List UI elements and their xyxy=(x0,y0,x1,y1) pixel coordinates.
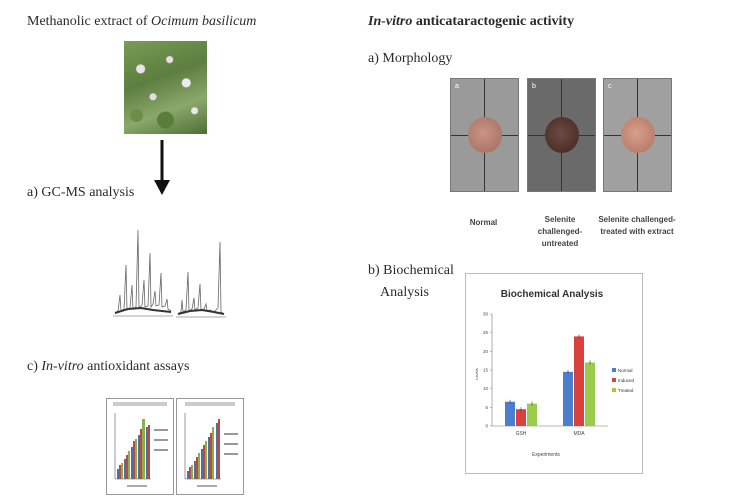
biochem-label-line1: b) Biochemical xyxy=(368,263,454,278)
lens-disc xyxy=(468,117,502,153)
chart-x-axis-label: Experiments xyxy=(532,452,560,458)
morphology-label: a) Morphology xyxy=(368,51,453,66)
biochemical-analysis-chart: Biochemical Analysis Levels Experiments … xyxy=(465,273,643,474)
bar-induced-gsh xyxy=(516,409,526,426)
left-title-prefix: Methanolic extract of xyxy=(27,14,152,29)
legend-label-normal: Normal xyxy=(618,368,633,373)
legend-swatch-induced xyxy=(612,378,616,382)
antioxidant-label: c) In-vitro antioxidant assays xyxy=(27,359,189,375)
y-tick-label: 10 xyxy=(483,386,489,391)
gcms-label: a) GC-MS analysis xyxy=(27,185,135,200)
chart-y-axis-label: Levels xyxy=(474,368,479,380)
y-tick-label: 20 xyxy=(483,349,489,354)
lens-caption-normal: Normal xyxy=(469,218,498,227)
legend-swatch-normal xyxy=(612,368,616,372)
y-tick-label: 15 xyxy=(483,368,489,373)
bar-normal-mda xyxy=(563,371,573,426)
left-title-species: Ocimum basilicum xyxy=(151,14,257,29)
left-title: Methanolic extract of Ocimum basilicum xyxy=(27,14,256,30)
bar-treated-mda xyxy=(585,362,595,426)
gcms-chromatogram-1 xyxy=(113,229,173,317)
chart-title: Biochemical Analysis xyxy=(501,289,604,300)
lens-caption-treated: Selenite challenged- treated with extrac… xyxy=(598,215,676,236)
lens-disc xyxy=(621,117,655,153)
antioxidant-suffix: antioxidant assays xyxy=(83,359,190,374)
legend-swatch-treated xyxy=(612,388,616,392)
bar-treated-gsh xyxy=(527,403,537,426)
biochem-label-line2: Analysis xyxy=(380,285,429,300)
y-tick-label: 0 xyxy=(485,424,488,429)
y-tick-label: 25 xyxy=(483,330,489,335)
y-tick-label: 30 xyxy=(483,312,489,317)
right-title: In-vitro anticataractogenic activity xyxy=(368,14,574,30)
legend-label-treated: Treated xyxy=(618,388,634,393)
ocimum-plant-photo xyxy=(124,41,207,134)
antioxidant-assay-chart-1 xyxy=(106,398,174,495)
lens-corner-label: b xyxy=(532,83,536,90)
lens-image-untreated: b xyxy=(527,78,596,192)
lens-corner-label: c xyxy=(608,83,612,90)
lens-disc xyxy=(545,117,579,153)
gcms-chromatogram-2 xyxy=(176,241,226,318)
antioxidant-invitro: In-vitro xyxy=(41,359,84,374)
lens-image-normal: a xyxy=(450,78,519,192)
y-tick-label: 5 xyxy=(485,405,488,410)
lens-image-treated: c xyxy=(603,78,672,192)
x-tick-label: MDA xyxy=(573,431,585,437)
down-arrow-icon xyxy=(154,140,170,195)
bar-induced-mda xyxy=(574,336,584,426)
lens-caption-untreated: Selenite challenged- untreated xyxy=(537,215,583,248)
lens-corner-label: a xyxy=(455,83,459,90)
right-title-invitro: In-vitro xyxy=(368,14,413,29)
antioxidant-assay-chart-2 xyxy=(176,398,244,495)
antioxidant-prefix: c) xyxy=(27,359,42,374)
right-title-rest: anticataractogenic activity xyxy=(412,14,575,29)
chart-svg: Biochemical Analysis Levels Experiments … xyxy=(474,289,635,458)
x-tick-label: GSH xyxy=(516,431,527,437)
bar-normal-gsh xyxy=(505,401,515,426)
legend-label-induced: Induced xyxy=(618,378,635,383)
